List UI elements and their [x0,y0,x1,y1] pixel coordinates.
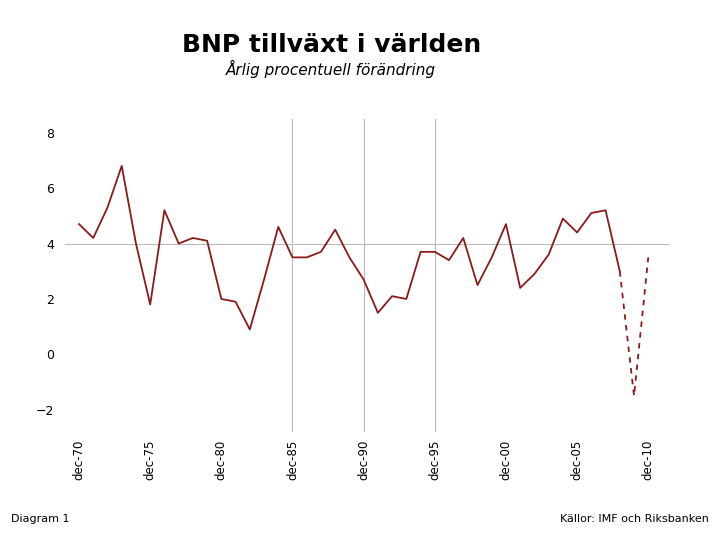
Text: Källor: IMF och Riksbanken: Källor: IMF och Riksbanken [560,515,709,524]
Text: Diagram 1: Diagram 1 [11,515,69,524]
Text: ⚙: ⚙ [648,37,666,56]
Text: BNP tillväxt i världen: BNP tillväxt i världen [181,33,481,57]
Text: Årlig procentuell förändring: Årlig procentuell förändring [226,60,436,78]
Text: SVERIGES
RIKSBANK: SVERIGES RIKSBANK [637,79,677,93]
